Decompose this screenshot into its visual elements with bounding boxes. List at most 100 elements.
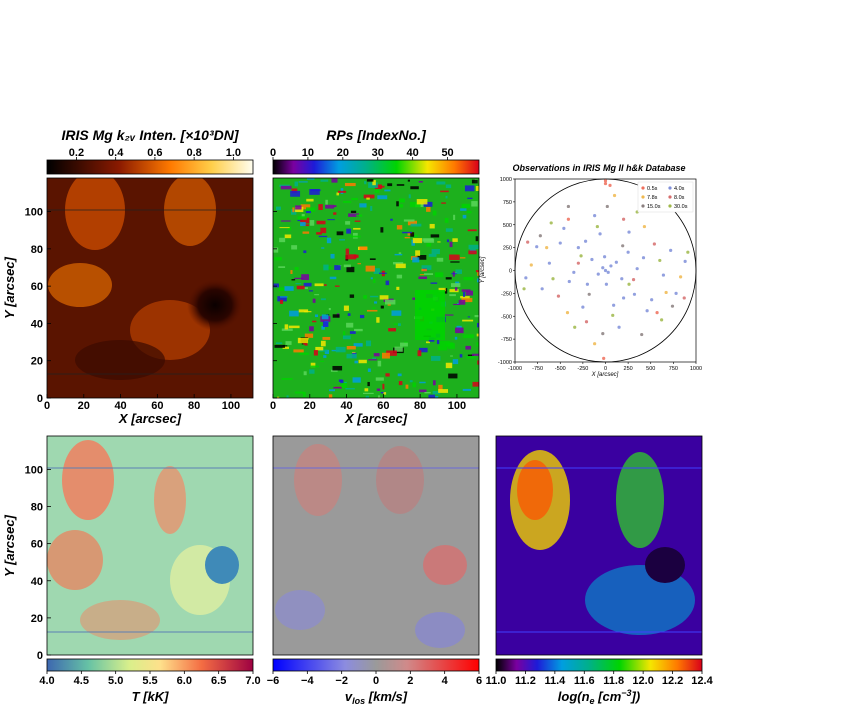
density-colorbar-tick-label: 11.4 (544, 675, 566, 687)
temperature-colorbar-ticks: 4.0 4.5 5.0 5.5 6.0 6.5 7.0 (39, 671, 261, 687)
density-colorbar-ticks: 11.0 11.2 11.4 11.6 11.8 12.0 12.2 12.4 (486, 671, 714, 687)
observations-x-tick-label: 750 (669, 366, 678, 372)
rps-colorbar-tick-label: 10 (302, 147, 314, 159)
observation-point (545, 246, 549, 250)
velocity-colorbar (272, 658, 480, 672)
density-colorbar-tick-label: 11.8 (603, 675, 624, 687)
intensity-map (47, 178, 253, 398)
observation-point (612, 193, 617, 198)
observation-point (611, 313, 615, 317)
panel-density: 11.0 11.2 11.4 11.6 11.8 12.0 12.2 12.4 log(ne … (486, 435, 714, 706)
observation-point (538, 234, 542, 238)
intensity-y-tick-label: 80 (31, 244, 43, 256)
legend-label: 0.5s (647, 186, 658, 192)
legend-marker (641, 195, 645, 199)
rps-colorbar-ticks: 0 10 20 30 40 50 (270, 147, 454, 160)
velocity-map (273, 436, 479, 655)
observation-point (598, 232, 602, 236)
temperature-y-tick-label: 60 (31, 539, 43, 551)
observation-point (602, 356, 606, 360)
observations-x-label: X [arcsec] (591, 372, 619, 378)
observation-point (558, 241, 562, 245)
observation-points (522, 179, 690, 360)
observation-point (635, 267, 639, 271)
observation-point (645, 309, 649, 313)
temperature-y-tick-label: 40 (31, 576, 43, 588)
observations-y-tick-label: 0 (509, 269, 512, 275)
observation-point (627, 282, 631, 286)
temperature-colorbar-tick-label: 7.0 (245, 675, 260, 687)
observation-point (669, 248, 673, 252)
temperature-colorbar-tick-label: 5.0 (108, 675, 123, 687)
legend-label: 7.8s (647, 195, 658, 201)
observation-point (576, 261, 580, 265)
legend-marker (668, 186, 672, 190)
rps-colorbar-tick-label: 30 (372, 147, 384, 159)
panel-intensity: IRIS Mg k₂ᵥ Inten. [×10³DN] 0.2 0.4 0.6 0.8… (2, 127, 254, 426)
observations-y-tick-label: -750 (501, 337, 512, 343)
velocity-colorbar-tick-label: 0 (373, 675, 379, 687)
intensity-title: IRIS Mg k₂ᵥ Inten. [×10³DN] (61, 127, 239, 143)
observation-point (612, 303, 616, 307)
intensity-y-tick-label: 0 (37, 393, 43, 405)
observation-point (596, 272, 600, 276)
observation-point (674, 291, 678, 295)
observation-point (549, 221, 553, 225)
observation-point (658, 258, 662, 263)
observation-point (584, 320, 589, 324)
observation-point (581, 305, 585, 309)
temperature-map (47, 436, 253, 655)
observation-point (683, 259, 687, 263)
observation-point (622, 296, 626, 300)
observations-y-label: Y [arcsec] (480, 256, 486, 283)
observation-point (608, 183, 612, 188)
observation-point (567, 279, 571, 284)
panel-velocity: −6 −4 −2 0 2 4 6 vlos [km/s] (267, 435, 482, 706)
observation-point (556, 294, 561, 298)
velocity-colorbar-tick-label: −6 (267, 675, 280, 687)
velocity-colorbar-tick-label: 6 (476, 675, 482, 687)
observations-x-tick-label: 500 (646, 366, 655, 372)
temperature-y-tick-label: 0 (37, 650, 43, 662)
density-colorbar-label: log(ne [cm−3]) (558, 688, 640, 706)
rps-y-ticks (273, 211, 277, 399)
observation-point (621, 244, 625, 248)
observation-point (576, 246, 580, 250)
legend-marker (668, 204, 672, 208)
rps-title: RPs [IndexNo.] (326, 127, 427, 143)
density-colorbar (495, 658, 703, 672)
observation-point (579, 254, 583, 258)
observation-point (640, 332, 644, 337)
observation-point (565, 310, 570, 315)
legend-marker (668, 195, 672, 199)
observation-point (595, 224, 599, 229)
intensity-y-label: Y [arcsec] (2, 256, 17, 319)
temperature-colorbar-tick-label: 6.5 (211, 675, 226, 687)
intensity-x-tick-label: 20 (78, 400, 90, 412)
observation-point (682, 296, 686, 300)
observation-point (617, 325, 621, 329)
intensity-y-tick-label: 100 (25, 207, 43, 219)
observations-y-ticks: 1000 750 500 250 0 -250 -500 -750 -1000 (498, 177, 515, 366)
temperature-colorbar-label: T [kK] (132, 689, 170, 704)
observation-point (652, 242, 656, 246)
observation-point (547, 261, 551, 265)
observation-point (660, 318, 664, 322)
intensity-y-tick-label: 60 (31, 281, 43, 293)
observation-point (626, 250, 630, 254)
intensity-x-tick-label: 80 (188, 400, 200, 412)
intensity-y-tick-label: 40 (31, 318, 43, 330)
temperature-y-tick-label: 80 (31, 502, 43, 514)
observations-y-tick-label: 750 (503, 200, 512, 206)
observation-point (603, 181, 608, 186)
observation-point (587, 292, 591, 296)
intensity-x-label: X [arcsec] (118, 411, 182, 426)
rps-x-tick-label: 60 (377, 400, 389, 412)
temperature-colorbar-tick-label: 4.5 (74, 675, 89, 687)
velocity-colorbar-tick-label: −2 (335, 675, 348, 687)
observation-point (650, 298, 654, 302)
observation-point (540, 287, 544, 291)
rps-x-label: X [arcsec] (344, 411, 408, 426)
observations-x-tick-label: -500 (555, 366, 566, 372)
observation-point (566, 217, 570, 221)
